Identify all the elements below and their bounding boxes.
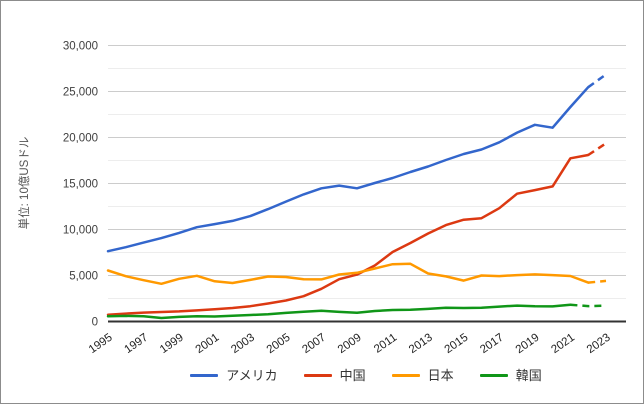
y-tick-label: 15,000 — [63, 179, 98, 191]
y-axis-title: 単位: 10億USドル — [17, 137, 31, 230]
legend: アメリカ 中国 日本 韓国 — [45, 363, 643, 387]
legend-line-marker — [190, 373, 219, 377]
y-tick-label: 25,000 — [63, 87, 98, 99]
x-tick-label: 2005 — [265, 332, 293, 357]
legend-item-japan: 日本 — [391, 367, 454, 383]
x-tick-label: 2017 — [478, 332, 506, 357]
x-tick-label: 1999 — [158, 332, 186, 357]
x-tick-label: 1995 — [87, 332, 115, 357]
series-line-china-estimate — [587, 142, 607, 157]
y-tick-label: 20,000 — [63, 133, 98, 145]
series-line-korea-estimate — [570, 303, 607, 308]
gridlines — [108, 45, 626, 323]
series-line-usa-estimate — [587, 73, 607, 89]
x-tick-label: 2013 — [407, 332, 435, 357]
legend-line-marker — [303, 373, 332, 377]
legend-label: 日本 — [427, 367, 454, 383]
x-tick-label: 2015 — [443, 332, 471, 357]
x-tick-label: 2003 — [229, 332, 257, 357]
x-tick-label: 2007 — [300, 332, 328, 357]
x-tick-label: 2021 — [549, 332, 577, 357]
legend-item-korea: 韓国 — [479, 367, 542, 383]
legend-label: アメリカ — [226, 367, 278, 383]
x-tick-label: 2011 — [372, 332, 399, 356]
y-tick-label: 0 — [92, 317, 98, 329]
x-tick-label: 2001 — [194, 332, 222, 357]
x-axis-tick-labels: 1995 1997 1999 2001 2003 2005 2007 2009 2011 2013… — [87, 332, 613, 357]
legend-line-marker — [479, 373, 508, 377]
y-tick-label: 30,000 — [63, 41, 98, 53]
series-line-usa — [106, 85, 590, 253]
x-tick-label: 2009 — [336, 332, 364, 357]
legend-line-marker — [391, 373, 420, 377]
series-line-korea — [106, 303, 572, 320]
legend-item-china: 中国 — [303, 367, 366, 383]
y-tick-label: 10,000 — [63, 225, 98, 237]
series-line-china — [106, 153, 590, 316]
legend-item-usa: アメリカ — [190, 367, 278, 383]
legend-label: 中国 — [339, 367, 366, 383]
y-axis-tick-labels: 0 5,000 10,000 15,000 20,000 25,000 30,000 — [63, 41, 98, 329]
x-tick-label: 2019 — [514, 332, 542, 357]
series-lines — [106, 73, 607, 320]
series-line-japan-estimate — [588, 279, 607, 284]
legend-label: 韓国 — [515, 367, 542, 383]
x-tick-label: 1997 — [122, 332, 150, 357]
y-tick-label: 5,000 — [69, 271, 98, 283]
series-line-japan — [106, 262, 590, 286]
x-tick-label: 2023 — [585, 332, 613, 357]
